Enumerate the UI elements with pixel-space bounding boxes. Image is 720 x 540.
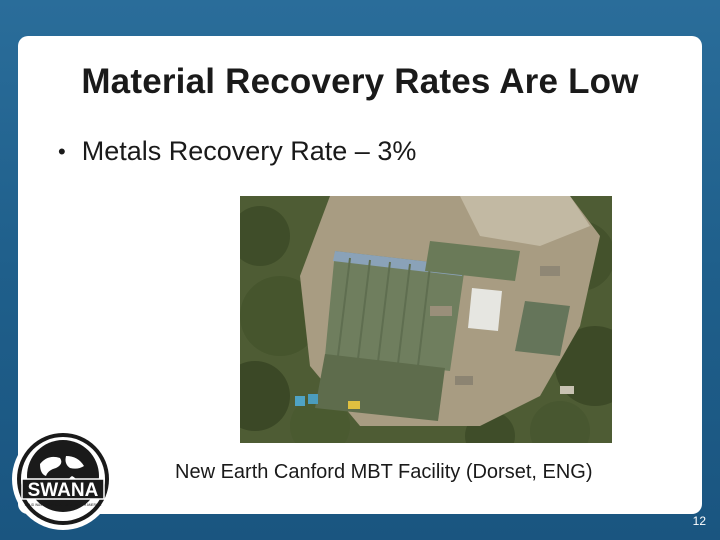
bullet-list: • Metals Recovery Rate – 3%	[58, 136, 416, 167]
slide-title: Material Recovery Rates Are Low	[81, 62, 639, 101]
swana-logo-icon: SWANA SOLID WASTE ASSOCIATION OF NORTH A…	[12, 428, 114, 530]
swana-logo: SWANA SOLID WASTE ASSOCIATION OF NORTH A…	[10, 426, 116, 532]
photo-caption: New Earth Canford MBT Facility (Dorset, …	[175, 461, 593, 483]
logo-tagline: SOLID WASTE ASSOCIATION OF NORTH AMERICA	[25, 503, 103, 507]
aerial-photo-illustration	[240, 196, 612, 443]
bullet-text: Metals Recovery Rate – 3%	[81, 136, 417, 166]
bullet-dot-icon: •	[58, 138, 66, 164]
facility-aerial-photo	[240, 196, 612, 443]
logo-wordmark: SWANA	[28, 480, 99, 501]
page-number: 12	[692, 514, 706, 528]
bullet-item: • Metals Recovery Rate – 3%	[58, 136, 416, 167]
